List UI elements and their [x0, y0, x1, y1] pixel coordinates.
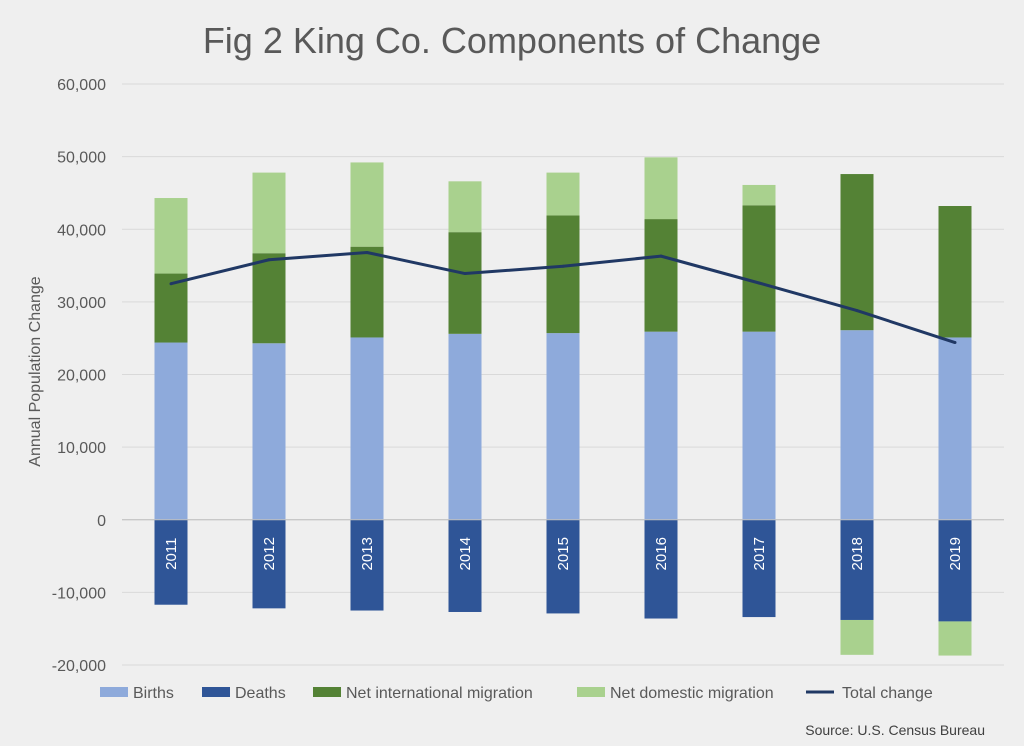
x-tick-label: 2017 [751, 537, 768, 570]
bar-births-2016 [644, 331, 678, 520]
bar-net-domestic-migration-2018 [840, 619, 874, 655]
y-tick-label: 60,000 [57, 77, 106, 94]
x-tick-label: 2011 [163, 538, 180, 570]
x-tick-label: 2018 [849, 537, 866, 570]
bar-net-domestic-migration-2017 [742, 184, 776, 206]
bar-deaths-2017 [742, 519, 776, 618]
bar-net-international-migration-2018 [840, 174, 874, 331]
total-change-point [365, 250, 369, 254]
total-change-point [463, 272, 467, 276]
y-tick-label: -10,000 [52, 585, 106, 602]
bar-net-international-migration-2014 [448, 232, 482, 334]
bar-net-domestic-migration-2011 [154, 198, 188, 274]
bar-deaths-2015 [546, 519, 580, 614]
legend-swatch-net-international-migration [313, 687, 341, 697]
bar-deaths-2016 [644, 519, 678, 619]
y-tick-label: 50,000 [57, 150, 106, 167]
bar-deaths-2012 [252, 519, 286, 609]
bar-net-international-migration-2013 [350, 246, 384, 338]
legend-swatch-deaths [202, 687, 230, 697]
y-tick-label: 20,000 [57, 368, 106, 385]
total-change-point [267, 258, 271, 262]
bar-births-2013 [350, 337, 384, 520]
bar-net-international-migration-2017 [742, 205, 776, 332]
bar-net-domestic-migration-2015 [546, 172, 580, 216]
x-tick-label: 2012 [261, 537, 278, 570]
bar-births-2019 [938, 337, 972, 520]
x-tick-label: 2014 [457, 537, 474, 570]
legend-label-net-domestic-migration: Net domestic migration [610, 685, 774, 702]
bar-deaths-2013 [350, 519, 384, 611]
y-tick-label: 10,000 [57, 440, 106, 457]
x-tick-label: 2019 [947, 537, 964, 570]
total-change-point [855, 309, 859, 313]
bar-net-domestic-migration-2016 [644, 157, 678, 220]
bar-births-2011 [154, 342, 188, 520]
legend-label-births: Births [133, 685, 174, 702]
bar-net-international-migration-2019 [938, 206, 972, 338]
legend-label-deaths: Deaths [235, 685, 286, 702]
bar-births-2018 [840, 330, 874, 520]
bar-deaths-2018 [840, 519, 874, 620]
y-axis-label: Annual Population Change [27, 276, 44, 466]
x-tick-label: 2015 [555, 537, 572, 570]
legend-swatch-births [100, 687, 128, 697]
total-change-point [953, 341, 957, 345]
bar-net-international-migration-2016 [644, 219, 678, 332]
y-tick-label: 0 [97, 513, 106, 530]
x-tick-label: 2016 [653, 537, 670, 570]
y-tick-label: 30,000 [57, 295, 106, 312]
source-note: Source: U.S. Census Bureau [805, 722, 985, 738]
bar-net-domestic-migration-2019 [938, 621, 972, 656]
bar-deaths-2011 [154, 519, 188, 605]
total-change-point [757, 281, 761, 285]
bar-net-international-migration-2012 [252, 253, 286, 344]
total-change-point [659, 254, 663, 258]
legend-label-net-international-migration: Net international migration [346, 685, 533, 702]
bar-births-2017 [742, 331, 776, 520]
total-change-point [561, 264, 565, 268]
legend-label-total-change: Total change [842, 685, 933, 702]
bar-deaths-2014 [448, 519, 482, 612]
legend-swatch-net-domestic-migration [577, 687, 605, 697]
y-tick-label: 40,000 [57, 222, 106, 239]
bar-births-2014 [448, 333, 482, 520]
bar-deaths-2019 [938, 519, 972, 622]
bar-births-2012 [252, 343, 286, 520]
bar-net-domestic-migration-2014 [448, 181, 482, 233]
bar-births-2015 [546, 333, 580, 520]
bar-net-domestic-migration-2013 [350, 162, 384, 247]
bar-net-domestic-migration-2012 [252, 172, 286, 254]
total-change-point [169, 282, 173, 286]
chart-title: Fig 2 King Co. Components of Change [203, 20, 821, 61]
bar-net-international-migration-2015 [546, 215, 580, 334]
x-tick-label: 2013 [359, 537, 376, 570]
y-tick-label: -20,000 [52, 658, 106, 675]
